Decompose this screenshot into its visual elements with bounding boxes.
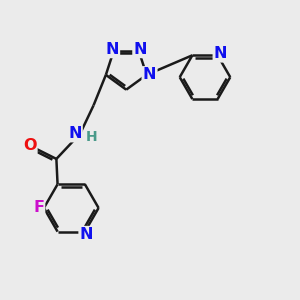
Text: N: N (105, 42, 119, 57)
Text: N: N (143, 68, 156, 82)
Text: O: O (23, 138, 36, 153)
Text: N: N (68, 126, 82, 141)
Text: N: N (80, 227, 93, 242)
Text: H: H (85, 130, 97, 144)
Text: N: N (134, 42, 147, 57)
Text: N: N (214, 46, 227, 61)
Text: F: F (33, 200, 44, 215)
